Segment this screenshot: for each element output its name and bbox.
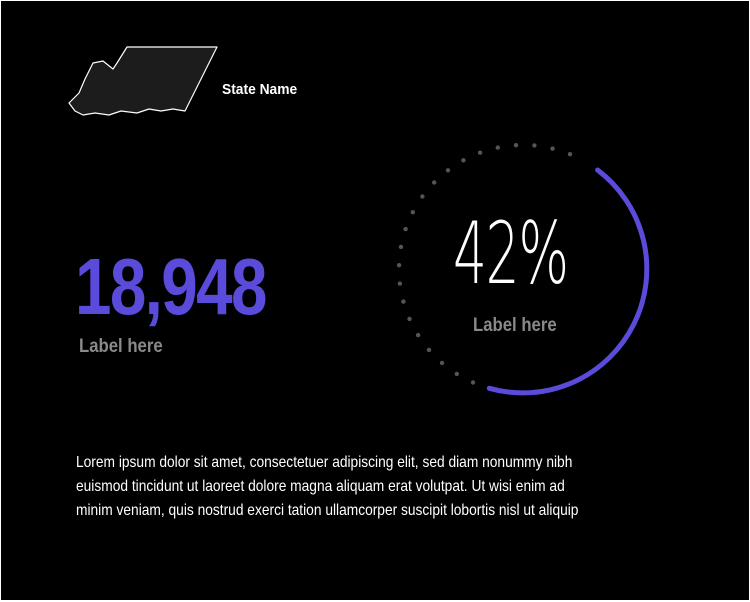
ring-dot xyxy=(461,158,466,163)
ring-dots xyxy=(396,143,573,385)
description-line: Lorem ipsum dolor sit amet, consectetuer… xyxy=(76,454,573,471)
primary-stat-value: 18,948 xyxy=(75,242,267,331)
ring-dot xyxy=(415,332,421,338)
ring-dot xyxy=(532,143,537,148)
ring-dot xyxy=(567,152,573,157)
percent-ring xyxy=(396,143,650,396)
ring-dot xyxy=(410,210,415,215)
state-outline-icon xyxy=(68,46,218,116)
description-text: Lorem ipsum dolor sit amet, consectetuer… xyxy=(76,451,644,523)
primary-stat-label: Label here xyxy=(79,336,163,357)
ring-dot xyxy=(420,194,425,199)
ring-dot xyxy=(407,316,412,322)
ring-dot xyxy=(477,150,483,155)
ring-progress-arc xyxy=(486,167,650,396)
description-line: euismod tincidunt ut laoreet dolore magn… xyxy=(76,478,565,495)
ring-dot xyxy=(403,226,408,232)
ring-dot xyxy=(513,143,519,148)
ring-dot xyxy=(439,360,445,366)
ring-dot xyxy=(396,263,402,268)
ring-dot xyxy=(470,380,476,385)
ring-dot xyxy=(445,168,451,173)
ring-dot xyxy=(432,180,437,185)
ring-dot xyxy=(398,244,404,250)
ring-dot xyxy=(426,347,432,353)
state-name: State Name xyxy=(222,81,298,98)
ring-stat-label: Label here xyxy=(473,315,557,336)
ring-dot xyxy=(454,371,459,377)
ring-percent-value: 42% xyxy=(453,204,569,304)
description-line: minim veniam, quis nostrud exerci tation… xyxy=(76,502,579,519)
ring-dot xyxy=(401,299,406,304)
ring-dot xyxy=(397,281,403,286)
ring-dot xyxy=(550,146,555,151)
ring-dot xyxy=(495,145,500,150)
